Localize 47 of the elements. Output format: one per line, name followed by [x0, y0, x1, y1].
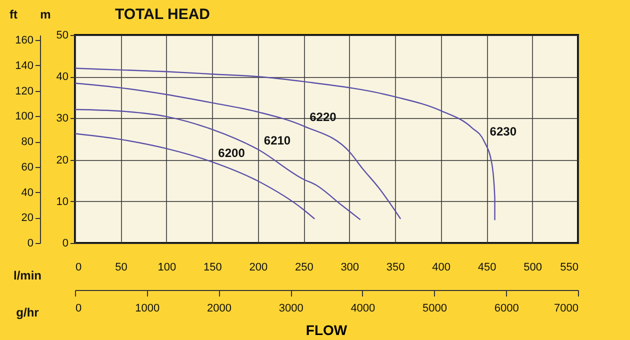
x2-tick-label: 2000 [206, 302, 232, 314]
x-axis-title: l/min [13, 268, 42, 282]
x2-tick-label: 0 [76, 302, 82, 314]
series-label: 6200 [218, 146, 246, 160]
y2-tick-label: 60 [21, 161, 34, 174]
y2-tick-label: 140 [15, 60, 34, 72]
x-tick-label: 500 [524, 262, 542, 274]
x-tick-label: 350 [386, 262, 405, 274]
y2-tick-label: 0 [27, 238, 34, 250]
x-tick-label: 550 [560, 262, 578, 274]
y-tick-label: 40 [56, 71, 68, 84]
x-tick-label: 400 [432, 262, 450, 274]
y2-axis-title: ft [10, 8, 18, 22]
y2-tick-label: 40 [21, 186, 34, 199]
x2-tick-label: 6000 [494, 302, 519, 314]
y-tick-label: 10 [56, 196, 68, 208]
line-series [74, 82, 402, 220]
x2-tick-label: 5000 [422, 302, 448, 314]
x-tick-label: 150 [204, 262, 222, 274]
series-label: 6230 [490, 124, 517, 139]
x2-tick-label: 3000 [278, 302, 304, 314]
y-tick-label: 0 [62, 238, 68, 250]
x-tick-label: 450 [478, 262, 496, 274]
text: FLOW [306, 322, 348, 338]
line-series [74, 108, 361, 220]
y-tick-label: 20 [56, 154, 68, 166]
x2-tick-label: 4000 [350, 302, 376, 314]
x2-tick-label: 7000 [554, 302, 578, 314]
y2-tick-label: 160 [15, 34, 34, 47]
series-label: 6210 [264, 133, 291, 148]
x2-tick-label: 1000 [135, 302, 160, 314]
x-tick-label: 200 [249, 262, 268, 274]
line-series [74, 132, 316, 220]
x-tick-label: 50 [115, 262, 128, 274]
x2-axis-title: g/hr [16, 306, 40, 320]
y2-tick-label: 80 [21, 136, 34, 148]
y-tick-label: 30 [56, 112, 68, 125]
x-tick-label: 100 [158, 262, 176, 274]
y2-tick-label: 120 [15, 85, 34, 98]
chart-title: TOTAL HEAD [115, 6, 210, 23]
x-tick-label: 300 [340, 262, 360, 274]
y2-tick-label: 20 [21, 212, 34, 224]
y2-tick-label: 100 [15, 110, 34, 123]
y-tick-label: 50 [56, 30, 68, 42]
y-axis-title: m [40, 8, 51, 22]
x-tick-label: 0 [76, 262, 82, 274]
x-tick-label: 250 [294, 262, 314, 274]
